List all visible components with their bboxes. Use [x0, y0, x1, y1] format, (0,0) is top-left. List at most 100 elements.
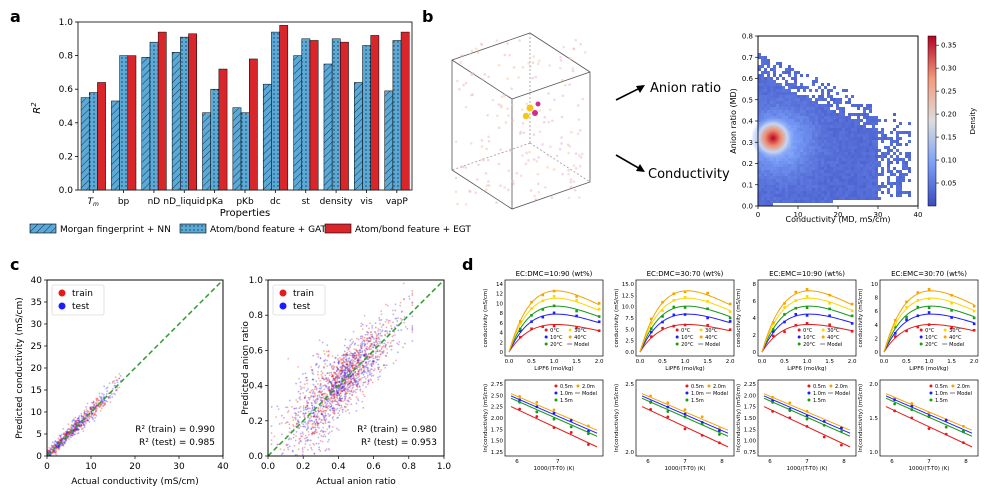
heat-cell — [779, 194, 782, 197]
train-point — [347, 382, 350, 385]
d-top-ytick: 8 — [875, 296, 879, 302]
train-point — [402, 298, 405, 300]
heat-cell — [794, 95, 797, 98]
molecule-dot — [507, 188, 510, 192]
train-point — [118, 386, 121, 389]
test-point — [318, 387, 321, 390]
test-point — [72, 424, 75, 427]
test-point — [334, 381, 336, 384]
train-point — [403, 298, 405, 301]
molecule-dot — [538, 130, 542, 134]
heat-cell — [773, 68, 776, 71]
train-point — [336, 354, 339, 357]
d-top-xtick: 2.0 — [970, 359, 979, 365]
heat-cell — [764, 188, 767, 191]
test-point — [359, 335, 362, 338]
test-point — [60, 438, 63, 441]
d-legend-dot — [943, 335, 947, 339]
heat-cell — [809, 134, 812, 137]
train-point — [348, 386, 351, 389]
heat-cell — [869, 155, 872, 158]
heat-cell — [839, 116, 842, 119]
bar-vis-s0 — [354, 82, 363, 191]
train-point — [306, 424, 309, 426]
train-point — [315, 398, 318, 400]
test-point — [319, 430, 322, 433]
heat-cell — [839, 167, 842, 170]
heat-cell — [830, 164, 833, 167]
d-legend-label: Model — [835, 391, 850, 397]
test-point — [334, 383, 337, 386]
train-point — [291, 406, 293, 408]
test-point — [68, 428, 71, 430]
test-point — [270, 425, 273, 428]
heat-cell — [884, 155, 887, 158]
test-point — [347, 370, 350, 372]
test-point — [348, 365, 351, 368]
d-legend-dot — [675, 328, 679, 332]
test-point — [331, 407, 334, 410]
test-point — [329, 363, 332, 365]
molecule-dot — [504, 121, 508, 124]
test-point — [95, 410, 98, 413]
heat-cell — [773, 185, 776, 188]
heat-cell — [794, 173, 797, 176]
heat-cell — [794, 197, 797, 200]
heat-cell — [770, 185, 773, 188]
panel-c-label: c — [10, 255, 19, 274]
train-point — [321, 375, 324, 378]
test-point — [365, 372, 368, 374]
test-point — [350, 359, 352, 362]
train-point — [357, 370, 359, 373]
heat-cell — [791, 77, 794, 80]
train-point — [325, 350, 328, 353]
train-point — [340, 369, 343, 372]
test-point — [360, 344, 362, 347]
heat-cell — [818, 125, 821, 128]
train-point — [113, 382, 116, 385]
d-bot-point — [666, 410, 670, 413]
d-bot-point — [718, 433, 721, 436]
test-point — [89, 406, 92, 409]
heat-cell — [872, 140, 875, 143]
test-point — [370, 365, 373, 368]
molecule-dot — [578, 196, 581, 199]
train-point — [306, 405, 309, 408]
test-point — [297, 390, 300, 393]
train-point — [326, 393, 328, 396]
train-point — [303, 446, 306, 449]
heat-cell — [863, 146, 866, 149]
bar-pKb-s0 — [232, 107, 242, 191]
heat-cell — [806, 101, 809, 104]
train-point — [375, 332, 377, 335]
heat-cell — [806, 164, 809, 167]
test-point — [321, 390, 324, 393]
train-point — [360, 325, 362, 327]
heat-cell — [863, 152, 866, 155]
d-data-point — [950, 301, 953, 305]
heat-cell — [830, 200, 833, 203]
heat-cell — [815, 188, 818, 191]
heat-cell — [761, 173, 764, 176]
heat-cell — [800, 95, 803, 98]
train-point — [80, 412, 83, 415]
train-point — [334, 385, 337, 387]
test-point — [79, 424, 82, 427]
test-point — [314, 416, 317, 418]
c1-r2-train: R² (train) = 0.990 — [135, 425, 215, 435]
train-point — [359, 359, 362, 362]
train-point — [306, 422, 309, 424]
heat-cell — [806, 188, 809, 191]
test-point — [304, 440, 307, 442]
heat-cell — [857, 182, 860, 185]
train-point — [66, 433, 68, 435]
test-point — [337, 416, 339, 419]
heat-cell — [833, 188, 836, 191]
heat-cell — [815, 185, 818, 188]
train-point — [284, 422, 287, 425]
train-point — [378, 355, 381, 358]
heat-cell — [803, 107, 806, 110]
train-point — [339, 359, 342, 361]
train-point — [367, 370, 370, 373]
heat-cell — [785, 68, 788, 71]
